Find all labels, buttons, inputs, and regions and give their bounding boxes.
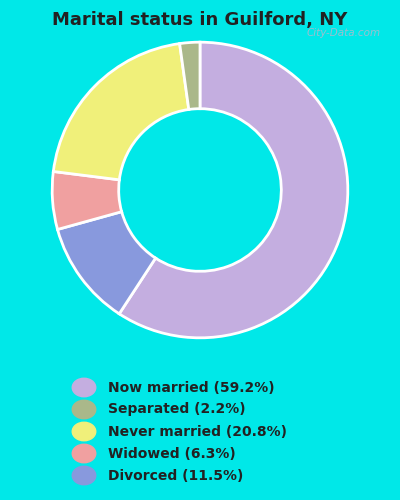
Wedge shape (53, 44, 189, 180)
Wedge shape (52, 172, 122, 230)
Text: Divorced (11.5%): Divorced (11.5%) (108, 468, 243, 482)
Text: City-Data.com: City-Data.com (306, 28, 380, 38)
Circle shape (72, 422, 96, 440)
Wedge shape (58, 212, 156, 314)
Text: Now married (59.2%): Now married (59.2%) (108, 380, 275, 394)
Text: Marital status in Guilford, NY: Marital status in Guilford, NY (52, 12, 348, 30)
Wedge shape (180, 42, 200, 110)
Text: Never married (20.8%): Never married (20.8%) (108, 424, 287, 438)
Circle shape (72, 400, 96, 418)
Text: Widowed (6.3%): Widowed (6.3%) (108, 446, 236, 460)
Wedge shape (119, 42, 348, 338)
Circle shape (72, 444, 96, 462)
Circle shape (72, 378, 96, 396)
Text: Separated (2.2%): Separated (2.2%) (108, 402, 246, 416)
Circle shape (72, 466, 96, 484)
